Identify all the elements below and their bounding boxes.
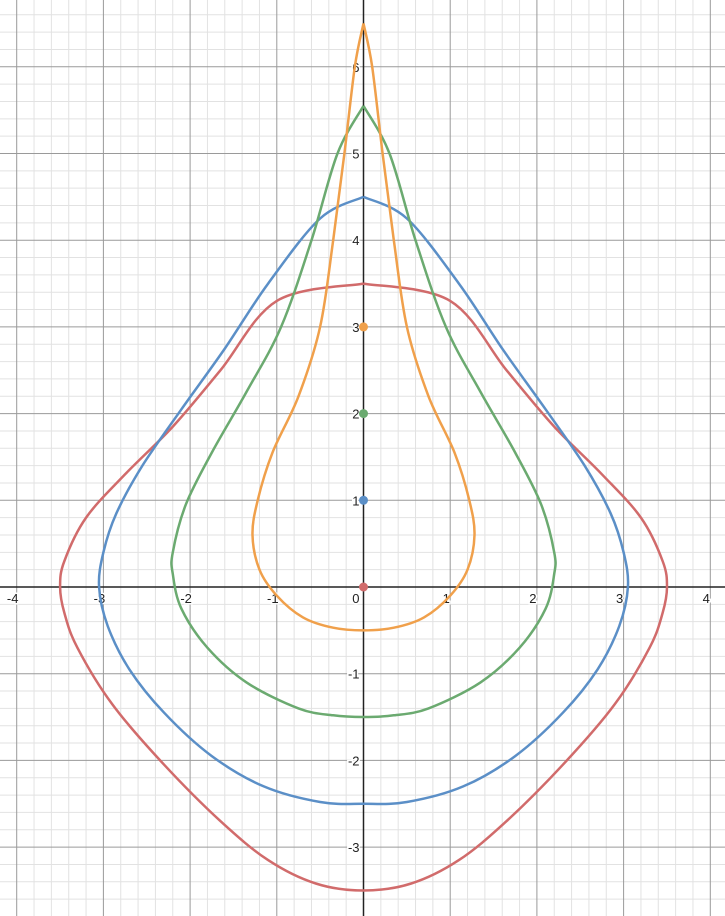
y-tick-label: -2 — [348, 753, 360, 768]
y-tick-label: 4 — [352, 233, 359, 248]
y-tick-label: -1 — [348, 667, 360, 682]
x-tick-label: -1 — [267, 591, 279, 606]
x-tick-label: 4 — [703, 591, 710, 606]
y-tick-label: 2 — [352, 407, 359, 422]
curve-1 — [58, 282, 669, 892]
x-tick-label: 2 — [529, 591, 536, 606]
x-tick-label: -4 — [7, 591, 19, 606]
y-tick-label: 5 — [352, 147, 359, 162]
y-tick-label: 3 — [352, 320, 359, 335]
curve-2 — [97, 195, 630, 806]
y-tick-label: 1 — [352, 493, 359, 508]
origin-tick-label: 0 — [352, 591, 359, 606]
x-tick-label: -2 — [180, 591, 192, 606]
center-points — [359, 322, 368, 592]
curve-3 — [170, 105, 557, 719]
center-point-4 — [359, 322, 368, 332]
center-point-1 — [359, 582, 368, 592]
curves — [58, 23, 669, 892]
center-point-3 — [359, 409, 368, 419]
y-tick-label: -3 — [348, 840, 360, 855]
curve-4 — [251, 23, 476, 632]
x-tick-label: 3 — [616, 591, 623, 606]
center-point-2 — [359, 495, 368, 505]
